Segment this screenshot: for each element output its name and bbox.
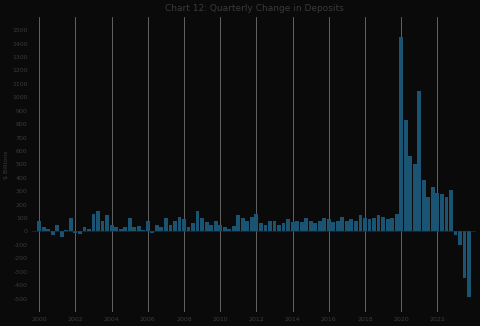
Bar [137,226,141,231]
Bar [413,164,417,231]
Y-axis label: $ Billions: $ Billions [4,150,9,179]
Bar [64,230,68,231]
Bar [395,214,398,231]
Bar [204,222,208,231]
Title: Chart 12: Quarterly Change in Deposits: Chart 12: Quarterly Change in Deposits [165,4,344,13]
Bar [119,229,122,231]
Bar [60,231,64,237]
Bar [399,37,403,231]
Bar [110,225,114,231]
Bar [454,231,457,235]
Bar [245,221,249,231]
Bar [327,219,331,231]
Bar [123,228,127,231]
Bar [372,218,376,231]
Bar [78,231,82,234]
Bar [223,228,227,231]
Bar [404,120,408,231]
Bar [323,218,326,231]
Bar [313,223,317,231]
Bar [259,223,263,231]
Bar [431,187,435,231]
Bar [449,190,453,231]
Bar [150,231,154,233]
Bar [318,221,322,231]
Bar [422,181,426,231]
Bar [368,219,372,231]
Bar [51,231,55,235]
Bar [250,217,254,231]
Bar [467,231,471,297]
Bar [105,215,109,231]
Bar [55,225,59,231]
Bar [168,225,172,231]
Bar [354,221,358,231]
Bar [444,197,448,231]
Bar [377,215,381,231]
Bar [42,228,46,231]
Bar [349,219,353,231]
Bar [340,217,344,231]
Bar [87,229,91,231]
Bar [196,211,200,231]
Bar [159,228,163,231]
Bar [228,229,231,231]
Bar [300,222,303,231]
Bar [101,221,105,231]
Bar [386,219,390,231]
Bar [268,221,272,231]
Bar [273,221,276,231]
Bar [254,214,258,231]
Bar [295,221,299,231]
Bar [155,225,159,231]
Bar [363,218,367,231]
Bar [141,230,145,231]
Bar [187,228,191,231]
Bar [291,222,295,231]
Bar [408,156,412,231]
Bar [200,218,204,231]
Bar [435,193,439,231]
Bar [146,221,150,231]
Bar [114,228,118,231]
Bar [191,223,195,231]
Bar [173,221,177,231]
Bar [47,229,50,231]
Bar [132,228,136,231]
Bar [178,217,181,231]
Bar [336,221,340,231]
Bar [463,231,467,278]
Bar [282,223,286,231]
Bar [277,225,281,231]
Bar [73,231,77,233]
Bar [440,194,444,231]
Bar [214,221,217,231]
Bar [359,215,362,231]
Bar [164,218,168,231]
Bar [241,218,245,231]
Bar [417,91,421,231]
Bar [381,217,385,231]
Bar [304,218,308,231]
Bar [309,221,312,231]
Bar [96,211,100,231]
Bar [182,219,186,231]
Bar [426,197,430,231]
Bar [236,215,240,231]
Bar [458,231,462,245]
Bar [345,221,349,231]
Bar [232,226,236,231]
Bar [83,228,86,231]
Bar [218,225,222,231]
Bar [286,219,290,231]
Bar [209,225,213,231]
Bar [69,218,73,231]
Bar [128,218,132,231]
Bar [331,222,335,231]
Bar [264,225,267,231]
Bar [37,221,41,231]
Bar [390,218,394,231]
Bar [92,214,96,231]
